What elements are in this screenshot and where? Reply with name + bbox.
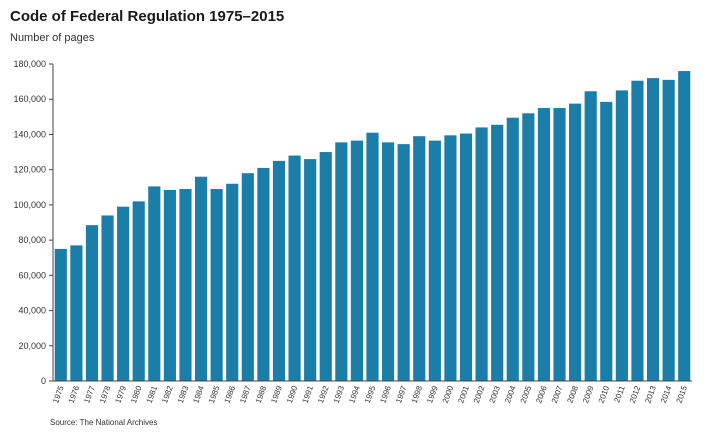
x-tick-label: 2015: [675, 384, 690, 404]
x-tick-label: 2002: [472, 384, 487, 404]
x-tick-label: 1981: [145, 384, 160, 404]
bar-2007: [553, 108, 566, 382]
y-tick-label: 40,000: [18, 306, 46, 316]
x-tick-label: 1998: [410, 384, 425, 404]
y-tick-label: 80,000: [18, 235, 46, 245]
bar-1992: [319, 152, 332, 381]
x-tick-label: 1978: [98, 384, 113, 404]
bar-1975: [54, 248, 67, 381]
x-tick-label: 2007: [550, 384, 565, 404]
bar-1984: [194, 176, 208, 381]
bar-1986: [226, 183, 239, 381]
source-note: Source: The National Archives: [50, 418, 158, 427]
x-tick-label: 2012: [628, 384, 643, 404]
bar-1990: [288, 155, 301, 381]
bar-2015: [678, 71, 691, 382]
bar-1999: [428, 140, 441, 381]
bar-1981: [148, 186, 161, 381]
x-tick-label: 1991: [300, 384, 315, 404]
x-tick-label: 2013: [643, 384, 658, 404]
x-tick-label: 1989: [269, 384, 284, 404]
bar-1996: [382, 142, 395, 381]
x-tick-label: 2001: [456, 384, 471, 404]
x-tick-label: 1979: [113, 384, 128, 404]
bar-1976: [70, 245, 83, 381]
bar-2009: [584, 91, 597, 381]
x-tick-label: 1993: [332, 384, 347, 404]
bar-2008: [569, 103, 582, 381]
bar-1988: [257, 167, 270, 381]
bar-2000: [444, 135, 457, 381]
bar-2014: [662, 79, 675, 381]
x-tick-label: 1995: [363, 384, 378, 404]
x-tick-label: 1994: [347, 384, 362, 404]
y-tick-label: 120,000: [13, 165, 46, 175]
bar-2010: [600, 101, 613, 381]
x-tick-label: 1983: [176, 384, 191, 404]
bar-1982: [163, 189, 176, 381]
x-tick-label: 2009: [581, 384, 596, 404]
x-tick-label: 2003: [488, 384, 503, 404]
x-tick-label: 1990: [285, 384, 300, 404]
bar-2002: [475, 127, 488, 382]
bar-1989: [272, 160, 286, 381]
chart-subtitle: Number of pages: [10, 32, 95, 44]
x-tick-label: 1977: [82, 384, 97, 404]
bar-1985: [210, 189, 223, 381]
x-tick-label: 1987: [238, 384, 253, 404]
bar-2006: [537, 108, 551, 382]
bar-1979: [117, 206, 130, 381]
x-tick-label: 2010: [597, 384, 612, 404]
x-tick-label: 2004: [503, 384, 518, 404]
bars: [54, 71, 691, 382]
bar-1987: [241, 173, 254, 381]
x-tick-label: 1980: [129, 384, 144, 404]
y-tick-label: 100,000: [13, 200, 46, 210]
bar-1993: [335, 142, 348, 381]
bar-1998: [413, 136, 426, 381]
x-tick-label: 1976: [67, 384, 82, 404]
bar-2012: [631, 80, 644, 381]
x-tick-label: 1992: [316, 384, 331, 404]
x-tick-label: 1997: [394, 384, 409, 404]
x-tick-label: 2006: [534, 384, 549, 404]
bar-1977: [85, 225, 99, 381]
y-tick-label: 60,000: [18, 270, 46, 280]
y-tick-label: 180,000: [13, 59, 46, 69]
bar-2005: [522, 113, 535, 382]
bar-1997: [397, 144, 410, 381]
y-tick-label: 0: [41, 376, 46, 386]
bar-1978: [101, 215, 114, 381]
x-tick-label: 1984: [191, 384, 206, 404]
x-tick-label: 1988: [254, 384, 269, 404]
bar-1980: [132, 201, 145, 381]
x-tick-label: 1986: [223, 384, 238, 404]
bar-2003: [491, 124, 504, 381]
x-tick-label: 2014: [659, 384, 674, 404]
x-tick-label: 1985: [207, 384, 222, 404]
y-axis: 0 20,000 40,000 60,000 80,000 100,000 120,000 1…: [13, 59, 54, 386]
bar-1994: [350, 140, 363, 381]
bar-1991: [304, 159, 317, 381]
bar-2004: [506, 117, 519, 381]
x-tick-label: 1982: [160, 384, 175, 404]
y-tick-label: 140,000: [13, 129, 46, 139]
bar-1983: [179, 189, 192, 381]
y-tick-label: 20,000: [18, 341, 46, 351]
bar-2013: [646, 78, 660, 381]
bar-2001: [459, 133, 473, 381]
bar-2011: [615, 90, 628, 382]
x-tick-label: 1996: [378, 384, 393, 404]
x-tick-label: 2000: [441, 384, 456, 404]
x-tick-label: 2005: [519, 384, 534, 404]
x-tick-label: 2008: [565, 384, 580, 404]
y-tick-label: 160,000: [13, 94, 46, 104]
x-axis: 1975 1976 1977 1978 1979 1980 1981 1982 1983 1984…: [51, 380, 692, 404]
x-tick-label: 1999: [425, 384, 440, 404]
chart-title: Code of Federal Regulation 1975–2015: [10, 8, 285, 25]
bar-1995: [366, 132, 379, 381]
x-tick-label: 1975: [51, 384, 66, 404]
x-tick-label: 2011: [612, 384, 627, 404]
